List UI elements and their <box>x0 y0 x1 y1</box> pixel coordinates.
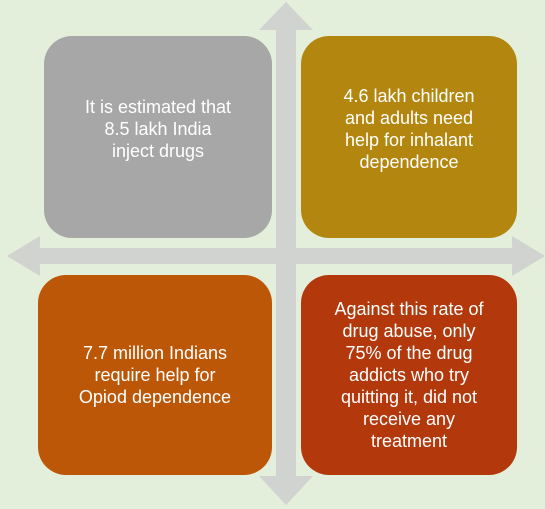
horizontal-double-arrow <box>7 236 545 276</box>
box-top-right-text: 4.6 lakh children and adults need help f… <box>343 86 475 172</box>
box-top-left-text: It is estimated that 8.5 lakh India inje… <box>84 97 232 161</box>
box-bottom-right: Against this rate of drug abuse, only 75… <box>301 275 517 475</box>
box-top-right: 4.6 lakh children and adults need help f… <box>301 36 517 238</box>
box-top-left: It is estimated that 8.5 lakh India inje… <box>44 36 272 238</box>
box-bottom-left: 7.7 million Indians require help for Opi… <box>38 275 272 475</box>
box-bottom-left-text: 7.7 million Indians require help for Opi… <box>78 343 232 407</box>
box-bottom-right-text: Against this rate of drug abuse, only 75… <box>334 299 484 451</box>
